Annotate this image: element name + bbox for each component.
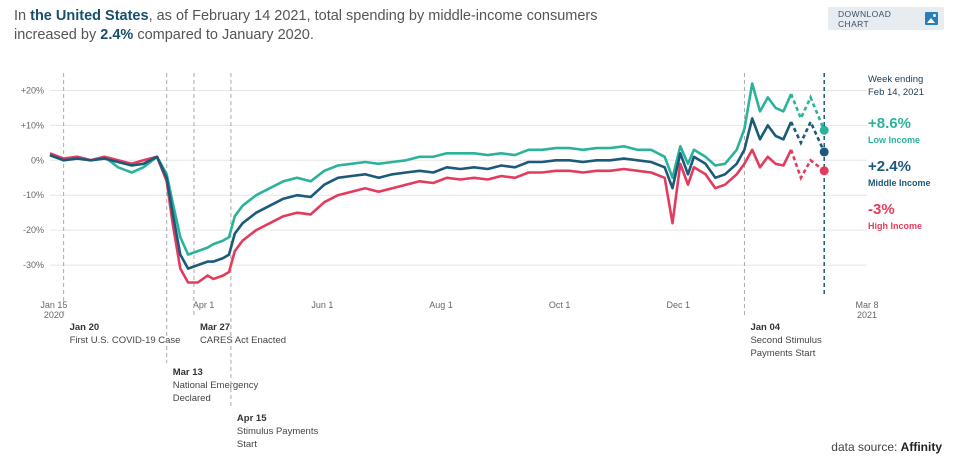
- y-tick-label: -10%: [23, 190, 44, 200]
- series-line-middle: [49, 117, 793, 270]
- series-end-point-middle: [819, 147, 829, 157]
- x-tick-sublabel: 2021: [857, 310, 877, 320]
- event-date: Apr 15: [237, 413, 267, 424]
- headline-location: the United States: [30, 8, 149, 24]
- data-source-name: Affinity: [900, 440, 942, 454]
- headline-middle: , as of February 14 2021, total spending…: [14, 8, 598, 43]
- x-tick-label: Dec 1: [667, 300, 691, 310]
- data-source-label: data source:: [831, 440, 901, 454]
- series-name-low: Low Income: [868, 135, 920, 145]
- y-tick-label: -20%: [23, 225, 44, 235]
- event-description: First U.S. COVID-19 Case: [70, 335, 181, 346]
- series-end-point-high: [819, 166, 829, 176]
- x-tick-label: Apr 1: [193, 300, 215, 310]
- end-header: Feb 14, 2021: [868, 87, 924, 98]
- series-projection-middle: [789, 118, 826, 153]
- series-projection-low: [789, 93, 826, 131]
- series-projection-high: [789, 149, 825, 181]
- event-description: Declared: [173, 393, 211, 404]
- end-value-low: +8.6%: [868, 115, 911, 132]
- x-tick-label: Jan 15: [40, 300, 67, 310]
- event-description: Payments Start: [750, 348, 815, 359]
- x-tick-label: Mar 8: [855, 300, 878, 310]
- headline-suffix: compared to January 2020.: [133, 27, 314, 43]
- headline-change: 2.4%: [100, 27, 134, 43]
- series-end-point-low: [819, 125, 829, 135]
- x-tick-sublabel: 2020: [44, 310, 64, 320]
- series-name-middle: Middle Income: [868, 178, 931, 188]
- end-header: Week ending: [868, 74, 923, 85]
- event-description: National Emergency: [173, 380, 259, 391]
- x-tick-label: Jun 1: [311, 300, 333, 310]
- headline-prefix: In: [14, 8, 31, 24]
- event-date: Mar 13: [173, 367, 203, 378]
- event-description: Stimulus Payments: [237, 426, 319, 437]
- y-tick-label: +20%: [21, 85, 44, 95]
- data-source: data source: Affinity: [831, 440, 942, 454]
- event-description: CARES Act Enacted: [200, 335, 286, 346]
- event-date: Jan 20: [70, 322, 100, 333]
- series-line-low: [49, 82, 793, 256]
- end-value-high: -3%: [868, 201, 895, 218]
- end-value-middle: +2.4%: [868, 158, 911, 175]
- x-tick-label: Oct 1: [549, 300, 571, 310]
- image-icon: [925, 12, 938, 25]
- series-name-high: High Income: [868, 221, 922, 231]
- event-description: Start: [237, 439, 257, 450]
- y-tick-label: +10%: [21, 120, 44, 130]
- x-tick-label: Aug 1: [429, 300, 453, 310]
- series-line-high: [49, 148, 793, 284]
- event-description: Second Stimulus: [750, 335, 822, 346]
- chart-headline: In the United States, as of February 14 …: [14, 7, 634, 45]
- y-tick-label: -30%: [23, 260, 44, 270]
- y-tick-label: 0%: [31, 155, 44, 165]
- event-date: Mar 27: [200, 322, 230, 333]
- event-date: Jan 04: [750, 322, 780, 333]
- download-chart-label: DOWNLOAD CHART: [838, 8, 892, 29]
- download-chart-button[interactable]: DOWNLOAD CHART: [828, 7, 944, 30]
